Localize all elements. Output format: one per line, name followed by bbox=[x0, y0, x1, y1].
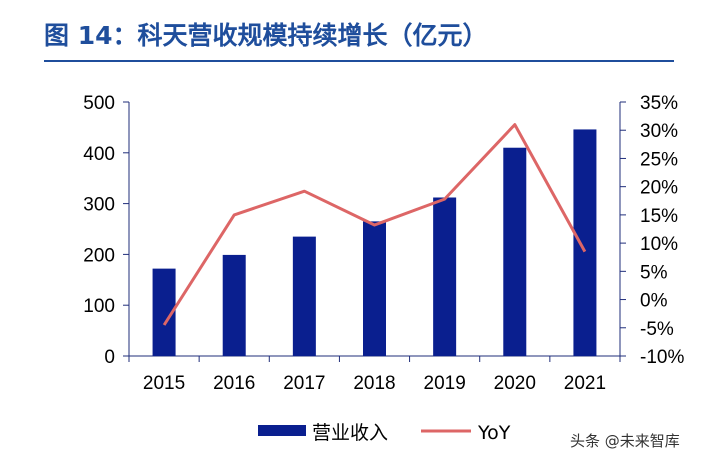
yoy-line-series bbox=[162, 123, 587, 326]
revenue-bar-2019 bbox=[433, 197, 457, 356]
left-axis-tick-label: 200 bbox=[83, 245, 115, 266]
x-axis-tick-label: 2015 bbox=[143, 373, 185, 394]
left-axis-tick-label: 100 bbox=[83, 296, 115, 317]
right-axis-tick-label: 0% bbox=[640, 291, 668, 312]
revenue-bar-2020 bbox=[503, 147, 527, 356]
right-axis-tick-label: 5% bbox=[640, 262, 668, 283]
x-axis-labels: 2015 2016 2017 2018 2019 2020 2021 bbox=[143, 373, 606, 394]
left-axis-tick-label: 400 bbox=[83, 144, 115, 165]
x-axis-tick-label: 2021 bbox=[564, 373, 606, 394]
legend: 营业收入 YoY bbox=[258, 422, 511, 444]
x-axis-tick-label: 2017 bbox=[283, 373, 325, 394]
revenue-bar-2017 bbox=[292, 236, 316, 356]
x-axis-tick-label: 2019 bbox=[424, 373, 466, 394]
chart-title: 图 14：科天营收规模持续增长（亿元） bbox=[44, 21, 488, 50]
revenue-bar-2021 bbox=[573, 129, 597, 356]
right-axis-tick-label: 25% bbox=[640, 149, 678, 170]
right-axis-tick-label: -5% bbox=[640, 319, 674, 340]
right-axis-tick-label: -10% bbox=[640, 347, 684, 368]
right-axis-tick-label: 20% bbox=[640, 178, 678, 199]
bar-series bbox=[152, 129, 597, 356]
right-axis-tick-label: 15% bbox=[640, 206, 678, 227]
revenue-bar-2016 bbox=[222, 254, 246, 356]
left-axis-tick-label: 0 bbox=[104, 347, 115, 368]
left-axis-tick-label: 500 bbox=[83, 93, 115, 114]
x-axis-tick-label: 2018 bbox=[353, 373, 395, 394]
title-underline bbox=[44, 60, 674, 62]
watermark: 头条 @未来智库 bbox=[570, 432, 680, 450]
right-axis-tick-label: 35% bbox=[640, 93, 678, 114]
axes: 0 100 200 300 400 500 -10% -5% 0% 5% 10% 15% 20% 25% 3… bbox=[83, 93, 684, 368]
legend-label-yoy: YoY bbox=[477, 422, 511, 444]
revenue-bar-2015 bbox=[152, 268, 176, 356]
right-axis-tick-label: 30% bbox=[640, 121, 678, 142]
x-axis-tick-label: 2016 bbox=[213, 373, 255, 394]
right-axis-tick-label: 10% bbox=[640, 234, 678, 255]
left-axis-tick-label: 300 bbox=[83, 195, 115, 216]
legend-swatch-revenue bbox=[258, 425, 306, 436]
x-axis-tick-label: 2020 bbox=[494, 373, 536, 394]
revenue-bar-2018 bbox=[363, 221, 386, 356]
legend-label-revenue: 营业收入 bbox=[312, 422, 388, 444]
